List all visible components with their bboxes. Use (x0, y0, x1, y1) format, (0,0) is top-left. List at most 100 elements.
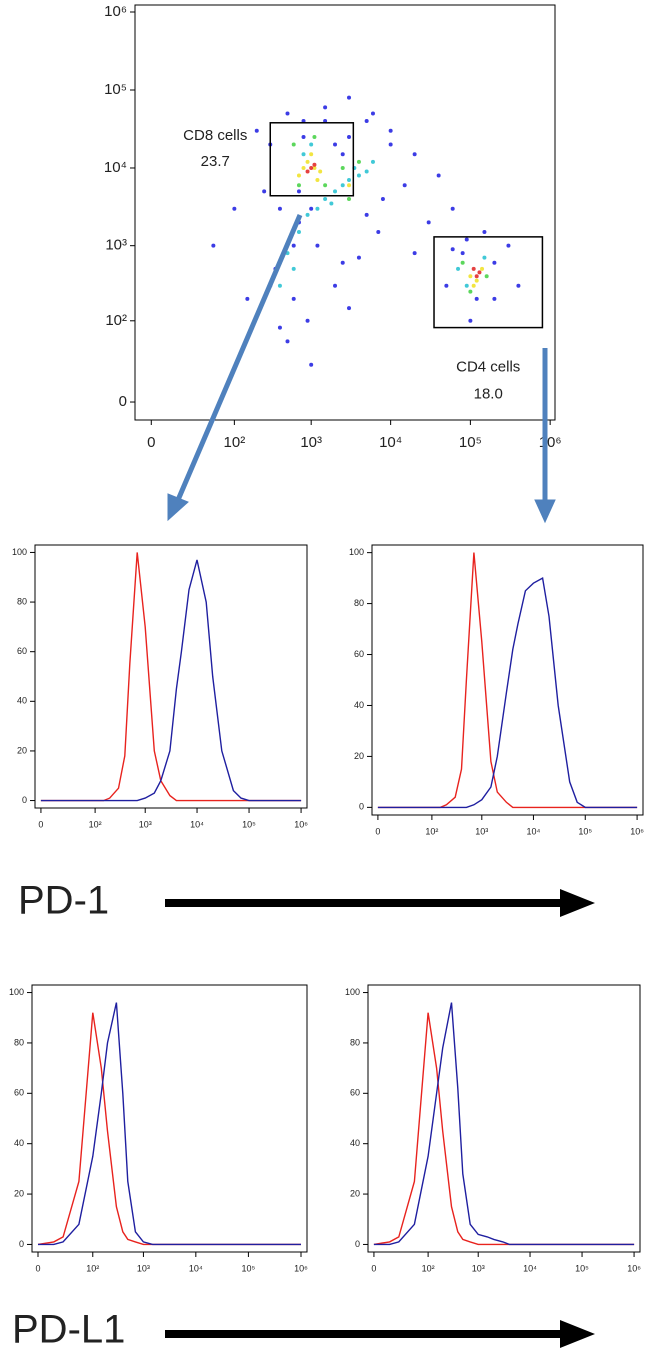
dot (474, 274, 479, 279)
dot (312, 162, 317, 167)
dot (468, 289, 473, 294)
dot (464, 283, 469, 288)
y-tick-label: 0 (119, 393, 127, 410)
plot-frame (31, 984, 308, 1253)
x-tick-label: 10⁵ (459, 434, 482, 451)
x-tick-label: 10⁶ (539, 434, 562, 451)
plot-frame (371, 544, 644, 816)
plots: 0 10² 10³ 10⁴ 10⁵ 10⁶ 0 10² 10³ 10⁴ 10⁵ 10⁶ CD8 cell… (9, 3, 644, 1273)
x-tick-label: 10⁴ (379, 434, 402, 451)
y-tick-label: 60 (17, 646, 27, 656)
x-tick-label: 10⁴ (523, 1263, 537, 1273)
dot (245, 296, 250, 301)
dot (277, 283, 282, 288)
dot (211, 243, 216, 248)
y-tick-label: 80 (350, 1037, 360, 1047)
plot-frame (367, 984, 641, 1253)
dot (436, 173, 441, 178)
dot (482, 230, 487, 235)
dot (333, 142, 338, 147)
dot (315, 243, 320, 248)
dot (388, 128, 393, 133)
dot (305, 169, 310, 174)
dot (356, 159, 361, 164)
dot (474, 278, 479, 283)
y-tick-label: 100 (345, 987, 360, 997)
dot (323, 183, 328, 188)
x-tick-label: 10⁵ (578, 826, 592, 836)
y-tick-label: 80 (354, 598, 364, 608)
dot (309, 152, 314, 157)
dot (296, 173, 301, 178)
y-tick-label: 20 (354, 751, 364, 761)
arrow-head (560, 889, 595, 917)
dot (474, 296, 479, 301)
x-tick-label: 10³ (139, 819, 152, 829)
dot (296, 230, 301, 235)
y-tick-label: 10⁴ (104, 159, 127, 176)
dot (340, 165, 345, 170)
arrow-head (534, 499, 556, 524)
dot (296, 189, 301, 194)
dot (471, 266, 476, 271)
x-tick-label: 10⁶ (627, 1263, 641, 1273)
dot (460, 251, 465, 256)
x-tick-label: 10⁶ (630, 826, 644, 836)
row-label: PD-1 (18, 879, 109, 923)
x-tick-label: 10² (89, 819, 102, 829)
dot (309, 142, 314, 147)
y-tick-label: 40 (354, 700, 364, 710)
y-tick-label: 0 (19, 1239, 24, 1249)
dot (464, 237, 469, 242)
x-tick-label: 10⁴ (189, 1263, 203, 1273)
x-tick-label: 10³ (472, 1263, 485, 1273)
dot (312, 134, 317, 139)
dot (340, 260, 345, 265)
dot (301, 152, 306, 157)
dot (277, 206, 282, 211)
dot (450, 206, 455, 211)
x-tick-label: 0 (35, 1263, 40, 1273)
x-tick-label: 10² (86, 1263, 99, 1273)
dot (376, 230, 381, 235)
dot (305, 318, 310, 323)
plot-frame (134, 4, 556, 421)
dot (309, 206, 314, 211)
dot (340, 152, 345, 157)
x-tick-label: 10² (425, 826, 438, 836)
y-tick-label: 80 (17, 596, 27, 606)
y-tick-label: 40 (14, 1138, 24, 1148)
dot (347, 95, 352, 100)
x-tick-label: 10⁶ (294, 819, 308, 829)
dot (232, 206, 237, 211)
dot (364, 169, 369, 174)
dot (305, 159, 310, 164)
dot (370, 111, 375, 116)
dot (329, 201, 334, 206)
row-label: PD-L1 (12, 1308, 125, 1352)
dot (380, 196, 385, 201)
dot (370, 159, 375, 164)
x-tick-label: 10³ (475, 826, 488, 836)
dot (347, 196, 352, 201)
dot (315, 206, 320, 211)
gate-arrows (167, 214, 556, 524)
plot-frame (34, 544, 308, 809)
dot (364, 119, 369, 124)
y-tick-label: 40 (350, 1138, 360, 1148)
y-tick-label: 10³ (105, 237, 127, 254)
dot (347, 306, 352, 311)
x-tick-label: 10⁵ (242, 1263, 256, 1273)
x-tick-label: 0 (371, 1263, 376, 1273)
dot (480, 266, 485, 271)
y-tick-label: 0 (22, 795, 27, 805)
y-tick-label: 80 (14, 1037, 24, 1047)
dot (456, 266, 461, 271)
dot (318, 169, 323, 174)
x-tick-label: 10³ (137, 1263, 150, 1273)
dot (323, 196, 328, 201)
x-tick-label: 10² (422, 1263, 435, 1273)
dot (412, 152, 417, 157)
